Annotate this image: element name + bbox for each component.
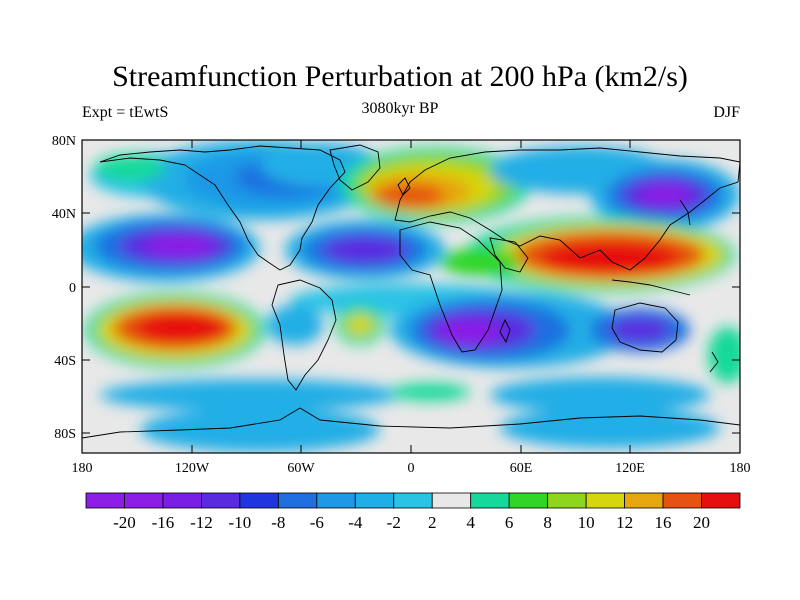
contour-region: [440, 248, 520, 276]
colorbar-box: [585, 492, 625, 509]
colorbar-label: -8: [271, 513, 285, 532]
contour-region: [490, 377, 710, 413]
y-tick-label: 80S: [54, 427, 76, 442]
colorbar-label: 12: [616, 513, 633, 532]
plot-title: Streamfunction Perturbation at 200 hPa (…: [112, 60, 688, 93]
colorbar-label: -20: [113, 513, 136, 532]
contour-region: [708, 327, 740, 383]
coastline-madagascar: [499, 318, 511, 344]
x-tick-label: 60E: [510, 461, 533, 476]
colorbar-box: [201, 492, 241, 509]
colorbar-box: [162, 492, 202, 509]
x-tick-label: 120W: [175, 461, 210, 476]
colorbar-box: [277, 492, 318, 509]
colorbar-box: [508, 492, 549, 509]
y-tick-label: 40S: [54, 354, 76, 369]
colorbar-box: [85, 492, 125, 509]
colorbar-box: [239, 492, 279, 509]
season-label: DJF: [713, 104, 740, 121]
contour-field: [82, 140, 740, 452]
contour-region: [267, 305, 323, 345]
y-tick-label: 80N: [52, 134, 76, 149]
y-tick-label: 0: [69, 281, 76, 296]
x-tick-label: 0: [408, 461, 415, 476]
x-tick-label: 60W: [287, 461, 315, 476]
contour-region: [639, 185, 691, 205]
colorbar-label: -4: [348, 513, 363, 532]
contour-region: [140, 408, 380, 452]
colorbar-label: -2: [387, 513, 401, 532]
coastline-africa: [399, 221, 503, 353]
coastline-eurasia: [394, 147, 740, 271]
colorbar-label: 10: [578, 513, 595, 532]
coastline-north-america: [99, 145, 346, 271]
colorbar-label: 2: [428, 513, 437, 532]
colorbar-label: 16: [655, 513, 672, 532]
y-tick-label: 40N: [52, 207, 76, 222]
x-tick-label: 180: [730, 461, 751, 476]
coastline-greenland: [329, 144, 381, 191]
contour-region: [323, 236, 407, 264]
contour-region: [540, 242, 680, 274]
colorbar-box: [662, 492, 702, 509]
x-tick-label: 120E: [615, 461, 645, 476]
coastline-japan: [679, 199, 691, 226]
period-label: 3080kyr BP: [361, 100, 439, 117]
axis-ticks: [81, 139, 741, 453]
colorbar-box: [701, 492, 741, 509]
colorbar-label: 6: [505, 513, 514, 532]
coastline-uk: [397, 177, 411, 196]
colorbar: -20 -16 -12 -10 -8 -6 -4 -2 2 4 6 8 10 12 16 20: [85, 492, 741, 532]
colorbar-box: [124, 492, 164, 509]
colorbar-label: 8: [543, 513, 552, 532]
contour-region: [135, 313, 225, 343]
coastline-australia: [611, 302, 679, 353]
colorbar-label: -10: [229, 513, 252, 532]
coastline-arabia: [489, 237, 529, 273]
contour-region: [500, 408, 720, 448]
coastline-south-america: [271, 279, 337, 391]
colorbar-box: [470, 492, 510, 509]
contour-region: [95, 154, 165, 182]
colorbar-box: [624, 492, 664, 509]
coastline-indonesia: [611, 279, 691, 296]
colorbar-label: 4: [466, 513, 475, 532]
y-axis-labels: 80N 40N 0 40S 80S: [52, 134, 76, 442]
colorbar-box: [354, 492, 395, 509]
contour-region: [390, 383, 470, 401]
coastline-antarctica: [82, 407, 740, 439]
contour-region: [345, 314, 375, 336]
contour-region: [145, 235, 215, 257]
colorbar-box: [316, 492, 356, 509]
colorbar-label: -12: [190, 513, 213, 532]
colorbar-label: -16: [152, 513, 175, 532]
colorbar-label: -6: [310, 513, 324, 532]
experiment-label: Expt = tEwtS: [82, 104, 169, 121]
colorbar-box: [431, 492, 472, 509]
colorbar-box: [393, 492, 433, 509]
contour-region: [375, 184, 445, 208]
contour-region: [100, 379, 400, 411]
x-axis-labels: 180 120W 60W 0 60E 120E 180: [72, 461, 751, 476]
contour-region: [610, 318, 670, 342]
coastlines: [82, 144, 740, 439]
colorbar-label: 20: [693, 513, 710, 532]
x-tick-label: 180: [72, 461, 93, 476]
colorbar-box: [547, 492, 587, 509]
coastline-new-zealand: [709, 351, 719, 373]
